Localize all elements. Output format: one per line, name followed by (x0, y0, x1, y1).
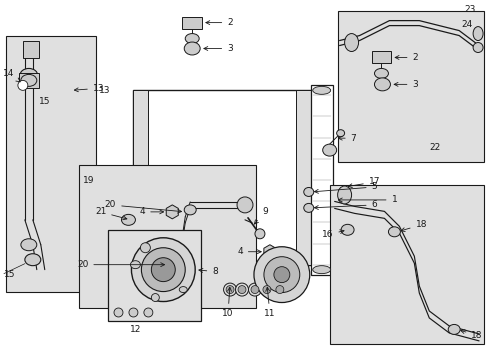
Ellipse shape (121, 214, 135, 225)
Bar (337, 11, 483, 162)
Text: 7: 7 (338, 134, 356, 143)
Text: 11: 11 (264, 287, 275, 318)
Circle shape (250, 285, 259, 293)
Ellipse shape (312, 86, 330, 94)
Ellipse shape (337, 186, 351, 204)
Bar (23, 41, 39, 58)
Ellipse shape (21, 239, 37, 251)
Text: 13: 13 (74, 84, 104, 93)
Ellipse shape (20, 68, 38, 82)
Ellipse shape (184, 205, 196, 215)
Ellipse shape (374, 78, 389, 91)
Ellipse shape (447, 324, 459, 334)
Bar (133, 90, 148, 265)
Ellipse shape (248, 283, 261, 296)
Bar (182, 17, 202, 28)
Text: 1: 1 (338, 195, 396, 204)
Circle shape (114, 308, 122, 317)
Circle shape (151, 258, 175, 282)
Text: 5: 5 (314, 183, 377, 193)
Text: 6: 6 (314, 201, 377, 210)
Circle shape (254, 229, 264, 239)
Circle shape (129, 308, 138, 317)
Ellipse shape (336, 130, 344, 137)
Text: 16: 16 (321, 230, 343, 239)
Circle shape (273, 267, 289, 283)
Text: 3: 3 (203, 44, 232, 53)
Text: 20: 20 (104, 201, 181, 213)
Text: 19: 19 (82, 176, 94, 185)
Ellipse shape (273, 283, 286, 296)
Ellipse shape (223, 283, 236, 296)
Circle shape (237, 197, 252, 213)
Bar (133, 90, 310, 265)
Text: 12: 12 (130, 325, 142, 334)
Circle shape (140, 243, 150, 253)
Text: 10: 10 (222, 287, 233, 318)
Circle shape (264, 257, 299, 293)
Circle shape (253, 247, 309, 302)
Ellipse shape (344, 33, 358, 51)
Ellipse shape (322, 144, 336, 156)
Text: 22: 22 (428, 143, 440, 152)
Circle shape (472, 42, 482, 53)
Text: 17: 17 (347, 177, 380, 188)
Text: 18: 18 (400, 220, 426, 231)
Text: 24: 24 (460, 20, 471, 29)
Text: 4: 4 (139, 207, 163, 216)
Circle shape (131, 238, 195, 302)
Circle shape (275, 285, 283, 293)
Circle shape (151, 293, 159, 302)
Text: 18: 18 (460, 330, 482, 340)
Circle shape (18, 80, 28, 90)
Bar (295, 90, 310, 265)
Text: 23: 23 (463, 5, 474, 14)
Circle shape (238, 285, 245, 293)
Text: 2: 2 (394, 53, 417, 62)
Ellipse shape (235, 283, 248, 296)
Text: 3: 3 (393, 80, 417, 89)
Text: 15: 15 (39, 97, 50, 106)
Text: 9: 9 (254, 207, 267, 224)
Ellipse shape (374, 68, 387, 78)
Text: 20: 20 (77, 260, 164, 269)
Ellipse shape (21, 75, 37, 86)
Ellipse shape (159, 255, 171, 265)
Ellipse shape (260, 283, 273, 296)
Bar (371, 51, 390, 63)
Text: 14: 14 (3, 69, 20, 82)
Ellipse shape (312, 266, 330, 274)
Bar (6, 36, 95, 292)
Text: 4: 4 (237, 247, 261, 256)
Text: 8: 8 (199, 267, 218, 276)
Circle shape (143, 308, 153, 317)
Ellipse shape (341, 224, 353, 235)
Ellipse shape (472, 27, 482, 41)
Bar (19, 73, 39, 88)
Ellipse shape (387, 227, 400, 237)
Circle shape (225, 285, 234, 293)
Text: 2: 2 (205, 18, 232, 27)
Ellipse shape (185, 33, 199, 44)
Circle shape (141, 248, 185, 292)
Ellipse shape (303, 203, 313, 212)
Bar (107, 230, 201, 321)
Ellipse shape (130, 261, 140, 269)
Ellipse shape (303, 188, 313, 197)
Bar (329, 185, 483, 345)
Circle shape (263, 285, 270, 293)
Text: 21: 21 (95, 207, 126, 220)
Text: 15: 15 (4, 270, 16, 279)
Ellipse shape (163, 280, 177, 291)
Ellipse shape (179, 287, 187, 293)
Ellipse shape (25, 254, 41, 266)
Bar (79, 165, 255, 307)
Text: 13: 13 (99, 86, 110, 95)
Ellipse shape (184, 42, 200, 55)
Bar (310, 85, 332, 275)
